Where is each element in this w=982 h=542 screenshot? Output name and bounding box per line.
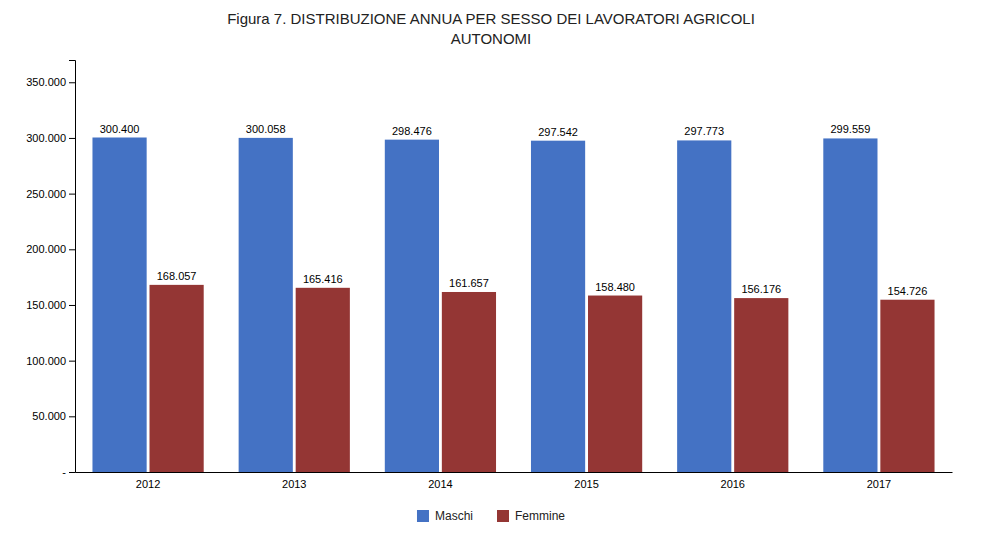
bar (588, 296, 642, 472)
legend-label: Maschi (435, 509, 473, 523)
title-line: Figura 7. DISTRIBUZIONE ANNUA PER SESSO … (227, 10, 755, 27)
x-axis: 2012 2013 2014 2015 2016 2017 (76, 472, 953, 490)
legend: Maschi Femmine (417, 509, 565, 523)
y-tick: 100.000 (26, 355, 75, 367)
data-label: 298.476 (392, 125, 432, 137)
x-tick-label: 2012 (136, 478, 160, 490)
bar (823, 138, 877, 472)
legend-item: Maschi (417, 509, 473, 523)
y-tick-label: 50.000 (32, 410, 66, 422)
title: Figura 7. DISTRIBUZIONE ANNUA PER SESSO … (227, 10, 755, 47)
data-label: 299.559 (831, 123, 871, 135)
y-tick: - (62, 466, 75, 478)
y-tick-mark (69, 194, 75, 195)
y-tick: 50.000 (32, 410, 75, 422)
data-label: 156.176 (741, 283, 781, 295)
x-tick-label: 2015 (574, 478, 598, 490)
bar (385, 140, 439, 472)
y-tick: 350.000 (26, 76, 75, 88)
bars (92, 138, 934, 472)
bar (92, 138, 146, 472)
y-tick: 200.000 (26, 243, 75, 255)
x-tick: 2015 (574, 472, 598, 490)
data-label: 297.542 (538, 126, 578, 138)
bar (296, 288, 350, 472)
bar (734, 298, 788, 472)
legend-label: Femmine (515, 509, 565, 523)
y-tick-mark (69, 138, 75, 139)
y-tick-label: 200.000 (26, 243, 66, 255)
y-tick: 250.000 (26, 188, 75, 200)
y-tick-label: 250.000 (26, 188, 66, 200)
y-tick-label: 150.000 (26, 299, 66, 311)
data-label: 161.657 (449, 277, 489, 289)
bar (150, 285, 204, 472)
bar (880, 300, 934, 472)
x-tick-label: 2013 (282, 478, 306, 490)
data-labels: 300.400 300.058 298.476 297.542 297.773 299.5… (100, 123, 928, 297)
x-tick-label: 2017 (867, 478, 891, 490)
bar-series (92, 138, 877, 472)
y-tick-mark (69, 416, 75, 417)
y-tick-mark (69, 472, 75, 473)
data-label: 300.058 (246, 123, 286, 135)
y-tick-mark (69, 361, 75, 362)
bar-series (150, 285, 935, 472)
data-label: 158.480 (595, 281, 635, 293)
y-tick-label: 350.000 (26, 76, 66, 88)
y-tick-label: 100.000 (26, 355, 66, 367)
data-label: 154.726 (888, 285, 928, 297)
x-axis-line (76, 472, 953, 473)
x-tick-label: 2016 (721, 478, 745, 490)
chart: Figura 7. DISTRIBUZIONE ANNUA PER SESSO … (0, 0, 982, 542)
y-axis: - 50.000 100.000 150.000 200.000 250.000 300.0… (26, 61, 75, 479)
legend-item: Femmine (497, 509, 565, 523)
bar (239, 138, 293, 472)
y-tick-mark (69, 249, 75, 250)
data-label: 297.773 (684, 125, 724, 137)
data-label: 300.400 (100, 123, 140, 135)
y-tick: 150.000 (26, 299, 75, 311)
legend-swatch (497, 510, 509, 522)
bar (442, 292, 496, 472)
bar (677, 140, 731, 472)
y-tick-mark (69, 82, 75, 83)
x-tick: 2014 (428, 472, 452, 490)
y-tick-label: - (62, 466, 66, 478)
x-tick: 2013 (282, 472, 306, 490)
y-axis-line (69, 61, 76, 473)
title-line: AUTONOMI (451, 30, 532, 47)
data-label: 168.057 (157, 270, 197, 282)
x-tick: 2017 (867, 472, 891, 490)
y-tick: 300.000 (26, 132, 75, 144)
bar (531, 141, 585, 472)
x-tick: 2012 (136, 472, 160, 490)
y-tick-label: 300.000 (26, 132, 66, 144)
plot: - 50.000 100.000 150.000 200.000 250.000 300.0… (26, 61, 952, 490)
x-tick-label: 2014 (428, 478, 452, 490)
data-label: 165.416 (303, 273, 343, 285)
x-tick: 2016 (721, 472, 745, 490)
legend-swatch (417, 510, 429, 522)
y-tick-mark (69, 305, 75, 306)
